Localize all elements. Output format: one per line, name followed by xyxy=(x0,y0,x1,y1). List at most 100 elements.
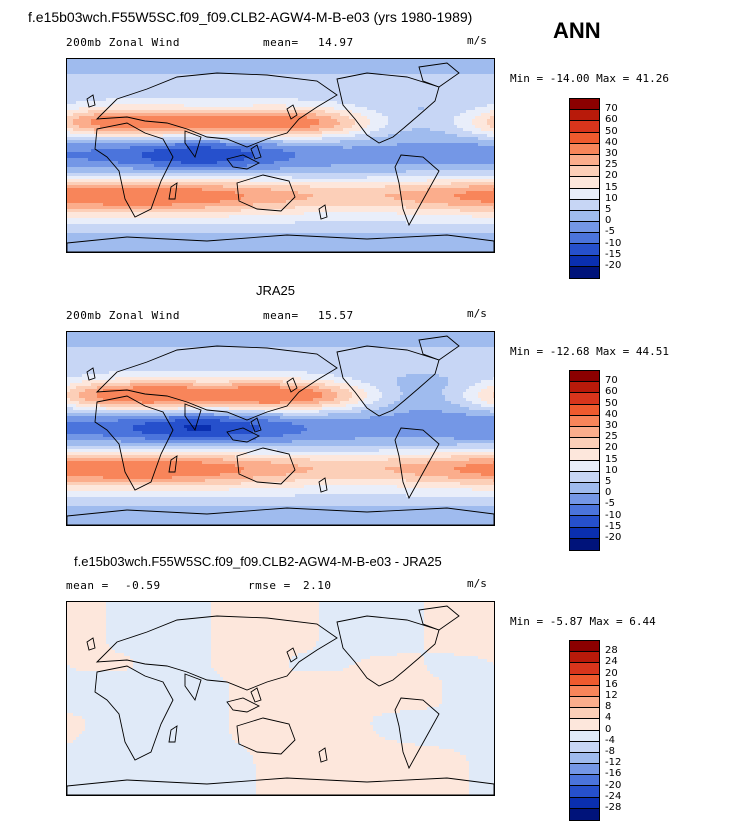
field-cell xyxy=(457,86,461,90)
field-cell xyxy=(301,80,305,84)
field-cell xyxy=(367,149,371,153)
field-cell xyxy=(106,92,110,96)
field-cell xyxy=(472,74,476,78)
field-cell xyxy=(466,137,470,141)
field-cell xyxy=(238,65,242,69)
field-cell xyxy=(220,146,224,150)
field-cell xyxy=(316,95,320,99)
field-cell xyxy=(409,68,413,72)
field-cell xyxy=(82,134,86,138)
field-cell xyxy=(490,158,494,162)
field-cell xyxy=(127,62,131,66)
field-cell xyxy=(184,62,188,66)
field-cell xyxy=(109,71,113,75)
field-cell xyxy=(190,71,194,75)
field-cell xyxy=(466,128,470,132)
field-cell xyxy=(118,113,122,117)
field-cell xyxy=(319,110,323,114)
field-cell xyxy=(370,137,374,141)
field-cell xyxy=(154,89,158,93)
field-cell xyxy=(190,59,194,63)
field-cell xyxy=(163,68,167,72)
field-cell xyxy=(361,155,365,159)
field-cell xyxy=(328,110,332,114)
field-cell xyxy=(340,65,344,69)
field-cell xyxy=(307,140,311,144)
field-cell xyxy=(217,131,221,135)
field-cell xyxy=(400,116,404,120)
field-cell xyxy=(313,146,317,150)
field-cell xyxy=(460,134,464,138)
field-cell xyxy=(319,98,323,102)
field-cell xyxy=(160,101,164,105)
field-cell xyxy=(157,62,161,66)
field-cell xyxy=(490,140,494,144)
field-cell xyxy=(214,134,218,138)
field-cell xyxy=(439,89,443,93)
field-cell xyxy=(280,104,284,108)
field-cell xyxy=(442,149,446,153)
field-cell xyxy=(88,83,92,87)
field-cell xyxy=(217,137,221,141)
field-cell xyxy=(73,80,77,84)
field-cell xyxy=(490,110,494,114)
field-cell xyxy=(157,74,161,78)
field-cell xyxy=(361,83,365,87)
field-cell xyxy=(94,116,98,120)
field-cell xyxy=(316,113,320,117)
field-cell xyxy=(124,125,128,129)
field-cell xyxy=(73,161,77,165)
field-cell xyxy=(214,137,218,141)
field-cell xyxy=(442,101,446,105)
field-cell xyxy=(154,68,158,72)
field-cell xyxy=(493,125,494,129)
field-cell xyxy=(475,146,479,150)
field-cell xyxy=(325,128,329,132)
field-cell xyxy=(217,161,221,165)
field-cell xyxy=(397,119,401,123)
field-cell xyxy=(319,62,323,66)
field-cell xyxy=(352,80,356,84)
field-cell xyxy=(175,104,179,108)
field-cell xyxy=(292,110,296,114)
field-cell xyxy=(79,131,83,135)
field-cell xyxy=(436,104,440,108)
field-cell xyxy=(328,119,332,123)
field-cell xyxy=(169,86,173,90)
field-cell xyxy=(247,131,251,135)
field-cell xyxy=(253,71,257,75)
field-cell xyxy=(229,113,233,117)
field-cell xyxy=(394,155,398,159)
field-cell xyxy=(460,122,464,126)
field-cell xyxy=(130,95,134,99)
field-cell xyxy=(106,140,110,144)
field-cell xyxy=(148,74,152,78)
field-cell xyxy=(343,110,347,114)
field-cell xyxy=(340,119,344,123)
field-cell xyxy=(175,80,179,84)
field-cell xyxy=(142,89,146,93)
field-cell xyxy=(124,149,128,153)
field-cell xyxy=(115,128,119,132)
field-cell xyxy=(448,107,452,111)
field-cell xyxy=(424,119,428,123)
field-cell xyxy=(388,62,392,66)
field-cell xyxy=(157,116,161,120)
field-cell xyxy=(352,149,356,153)
field-cell xyxy=(307,146,311,150)
field-cell xyxy=(325,134,329,138)
field-cell xyxy=(367,59,371,63)
field-cell xyxy=(283,89,287,93)
field-cell xyxy=(478,71,482,75)
field-cell xyxy=(73,83,77,87)
field-cell xyxy=(421,104,425,108)
field-cell xyxy=(139,107,143,111)
field-cell xyxy=(445,131,449,135)
field-cell xyxy=(292,152,296,156)
field-cell xyxy=(358,122,362,126)
field-cell xyxy=(241,68,245,72)
field-cell xyxy=(67,152,71,156)
field-cell xyxy=(427,62,431,66)
field-cell xyxy=(76,95,80,99)
field-cell xyxy=(373,65,377,69)
